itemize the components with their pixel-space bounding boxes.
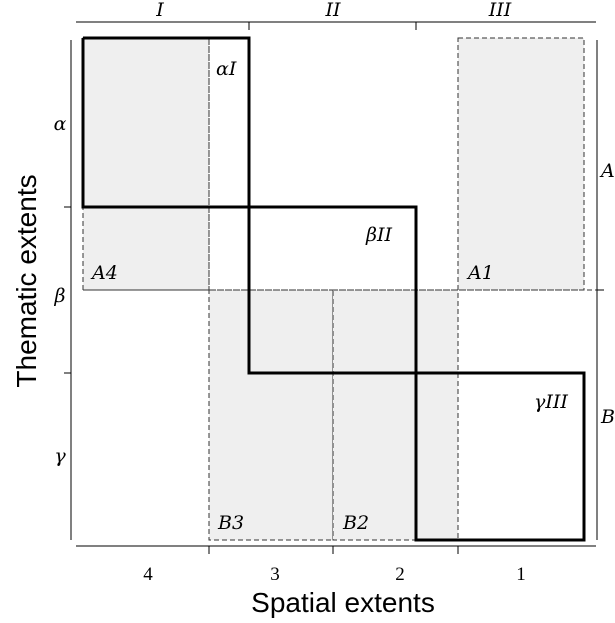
label-alpha-I: αI xyxy=(216,58,237,80)
x-axis-title: Spatial extents xyxy=(251,587,435,618)
region-b3 xyxy=(208,289,334,541)
label-B2: B2 xyxy=(342,512,369,534)
top-label-II: II xyxy=(324,0,341,21)
bottom-label-3: 3 xyxy=(270,564,280,585)
region-a4 xyxy=(82,37,210,291)
right-label-B: B xyxy=(600,406,615,428)
label-beta-II: βII xyxy=(365,224,392,246)
y-axis-title: Thematic extents xyxy=(11,174,42,387)
bottom-label-2: 2 xyxy=(395,564,405,585)
label-A1: A1 xyxy=(466,262,494,284)
top-label-III: III xyxy=(488,0,512,21)
left-label-gamma: γ xyxy=(54,445,66,467)
region-b2 xyxy=(332,289,459,541)
left-label-beta: β xyxy=(54,285,66,307)
staircase-outline xyxy=(81,36,586,542)
bottom-label-4: 4 xyxy=(143,564,153,585)
right-label-A: A xyxy=(599,160,615,182)
label-A4: A4 xyxy=(90,262,118,284)
top-label-I: I xyxy=(155,0,164,21)
label-B3: B3 xyxy=(217,512,244,534)
left-label-alpha: α xyxy=(54,113,67,135)
label-gamma-III: γIII xyxy=(534,391,568,413)
bottom-label-1: 1 xyxy=(516,564,526,585)
region-a1 xyxy=(457,37,585,291)
